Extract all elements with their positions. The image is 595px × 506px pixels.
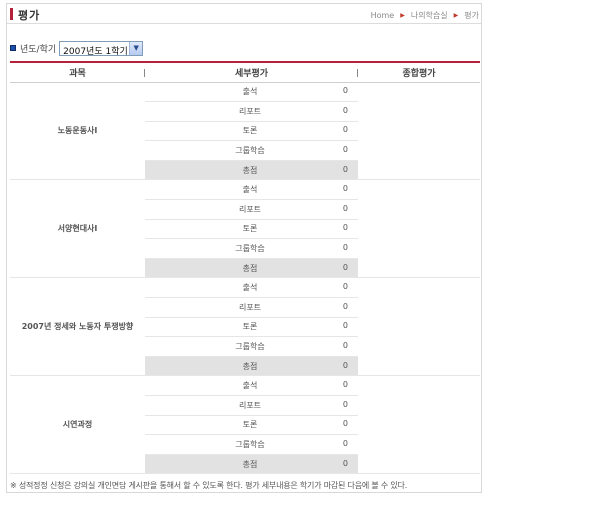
semester-label: 년도/학기 [20,44,57,55]
column-header-subject: 과목 [10,61,145,83]
eval-item-label: 토론 0 [145,219,358,240]
eval-item-score: 0 [342,282,348,292]
table-row: 총점 0 [10,454,480,475]
eval-item-label: 출석 0 [145,375,358,396]
chevron-down-icon[interactable]: ▼ [129,41,143,55]
eval-item-label: 토론 0 [145,415,358,436]
eval-item-score: 0 [342,341,348,351]
breadcrumb-arrow-icon: ▶ [453,12,459,19]
eval-item-label: 출석 0 [145,277,358,299]
table-row: 토론 0 [10,415,480,436]
eval-item-label: 출석 0 [145,179,358,201]
total-label: 총점 0 [145,356,358,377]
eval-item-score: 0 [342,419,348,429]
evaluation-panel: 평가 Home ▶ 나의학습실 ▶ 평가 년도/학기 2007년도 1학기 ▼ 과목 세… [6,3,482,493]
semester-filter: 년도/학기 2007년도 1학기 ▼ [10,40,144,57]
title-marker [10,8,13,20]
eval-item-score: 0 [342,262,348,272]
eval-item-score: 0 [342,380,348,390]
eval-item-label: 그룹학습 0 [145,336,358,357]
eval-item-score: 0 [342,203,348,213]
table-row: 리포트 0 [10,101,480,122]
table-row: 그룹학습 0 [10,238,480,259]
notice-text: ※ 성적정정 신청은 강의실 개인면담 게시판을 통해서 할 수 있도록 한다.… [10,481,408,490]
table-row: 시연과정 출석 0 [10,375,480,475]
overall-evaluation-cell [358,179,480,279]
eval-item-label: 그룹학습 0 [145,238,358,259]
table-row: 토론 0 [10,121,480,142]
table-row: 리포트 0 [10,395,480,416]
column-header-overall: 종합평가 [358,61,480,83]
bullet-icon [10,45,16,51]
breadcrumb-current: 평가 [464,11,479,20]
eval-item-score: 0 [342,184,348,194]
table-row: 그룹학습 0 [10,336,480,357]
subject-name: 시연과정 [10,375,145,475]
semester-selected-value: 2007년도 1학기 [63,46,128,57]
table-row: 토론 0 [10,317,480,338]
table-row: 노동운동사I 출석 0 [10,82,480,181]
eval-item-score: 0 [342,86,348,96]
subject-name: 노동운동사I [10,82,145,181]
eval-item-score: 0 [342,145,348,155]
table-row: 그룹학습 0 [10,434,480,455]
eval-item-score: 0 [342,243,348,253]
eval-item-label: 그룹학습 0 [145,434,358,455]
page-title: 평가 [18,9,41,22]
subject-name: 2007년 정세와 노동자 투쟁방향 [10,277,145,377]
eval-item-score: 0 [342,223,348,233]
breadcrumb-home[interactable]: Home [370,11,395,20]
breadcrumb-my-classroom[interactable]: 나의학습실 [410,11,448,20]
eval-item-label: 토론 0 [145,317,358,338]
table-row: 리포트 0 [10,297,480,318]
table-row: 리포트 0 [10,199,480,220]
table-row: 그룹학습 0 [10,140,480,161]
total-label: 총점 0 [145,160,358,181]
eval-item-label: 리포트 0 [145,101,358,122]
overall-evaluation-cell [358,82,480,181]
breadcrumb-arrow-icon: ▶ [400,12,405,19]
table-row: 총점 0 [10,356,480,377]
table-row: 서양현대사I 출석 0 [10,179,480,279]
subject-name: 서양현대사I [10,179,145,279]
column-header-detail: 세부평가 [145,61,358,83]
table-row: 토론 0 [10,219,480,240]
table-row: 2007년 정세와 노동자 투쟁방향 출석 0 [10,277,480,377]
overall-evaluation-cell [358,277,480,377]
eval-item-score: 0 [342,438,348,448]
eval-item-label: 리포트 0 [145,199,358,220]
eval-item-score: 0 [342,301,348,311]
table-row: 총점 0 [10,160,480,181]
semester-select[interactable]: 2007년도 1학기 ▼ [59,40,144,57]
eval-item-score: 0 [342,164,348,174]
evaluation-table: 과목 세부평가 종합평가 노동운동사I 출석 0 리포트 0 토론 0 그룹학습 0 총점 0 서양현… [10,61,480,475]
eval-item-label: 리포트 0 [145,395,358,416]
total-label: 총점 0 [145,454,358,475]
breadcrumb: Home ▶ 나의학습실 ▶ 평가 [371,10,479,21]
table-row: 총점 0 [10,258,480,279]
eval-item-label: 그룹학습 0 [145,140,358,161]
eval-item-label: 리포트 0 [145,297,358,318]
overall-evaluation-cell [358,375,480,475]
eval-item-score: 0 [342,399,348,409]
eval-item-label: 출석 0 [145,82,358,103]
total-label: 총점 0 [145,258,358,279]
eval-item-score: 0 [342,125,348,135]
eval-item-score: 0 [342,105,348,115]
eval-item-score: 0 [342,458,348,468]
eval-item-score: 0 [342,360,348,370]
eval-item-score: 0 [342,321,348,331]
eval-item-label: 토론 0 [145,121,358,142]
page-header: 평가 Home ▶ 나의학습실 ▶ 평가 [7,4,481,24]
